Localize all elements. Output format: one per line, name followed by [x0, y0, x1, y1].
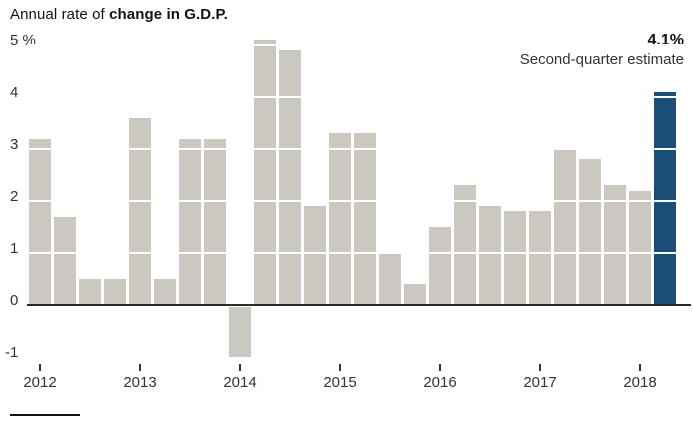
x-axis-label-2013: 2013	[123, 374, 157, 391]
bar-2017-q4	[604, 185, 626, 305]
bar-2016-q1	[429, 227, 451, 305]
x-axis-tick-2014	[239, 364, 241, 371]
bar-2014-q3	[279, 50, 301, 305]
bar-2014-q1	[229, 307, 251, 357]
bar-2015-q3	[379, 253, 401, 305]
gridline-2	[27, 200, 691, 202]
footer-rule	[10, 414, 80, 416]
x-axis-tick-2015	[339, 364, 341, 371]
chart-title: Annual rate of change in G.D.P.	[10, 6, 228, 23]
x-axis-tick-2012	[39, 364, 41, 371]
bar-2016-q4	[504, 211, 526, 305]
x-axis-label-2016: 2016	[423, 374, 457, 391]
bar-2018-q1	[629, 190, 651, 305]
bar-2012-q4	[104, 279, 126, 305]
zero-axis-line	[27, 304, 691, 306]
bar-2014-q4	[304, 206, 326, 305]
gridline-1	[27, 252, 691, 254]
bar-2013-q3	[179, 138, 201, 305]
bar-2017-q2	[554, 149, 576, 305]
chart-title-bold: change in G.D.P.	[109, 6, 228, 23]
x-axis-label-2015: 2015	[323, 374, 357, 391]
chart-title-prefix: Annual rate of	[10, 6, 110, 23]
x-axis-tick-2018	[639, 364, 641, 371]
y-axis-label-neg1: -1	[5, 344, 19, 361]
bar-2018-q2	[654, 91, 676, 305]
highlight-sublabel: Second-quarter estimate	[519, 51, 684, 68]
x-axis-tick-2017	[539, 364, 541, 371]
y-axis-label-4: 4	[10, 84, 19, 101]
bar-2012-q3	[79, 279, 101, 305]
x-axis-label-2014: 2014	[223, 374, 257, 391]
x-axis-tick-2013	[139, 364, 141, 371]
bar-2014-q2	[254, 39, 276, 305]
bar-2012-q1	[29, 138, 51, 305]
bar-2013-q4	[204, 138, 226, 305]
bar-2015-q4	[404, 284, 426, 305]
bar-2013-q2	[154, 279, 176, 305]
gridline-5	[27, 44, 691, 46]
bar-2015-q1	[329, 133, 351, 305]
bar-2015-q2	[354, 133, 376, 305]
bar-2017-q1	[529, 211, 551, 305]
gridline-3	[27, 148, 691, 150]
bar-2017-q3	[579, 159, 601, 305]
bar-2012-q2	[54, 216, 76, 305]
y-axis-label-0: 0	[10, 292, 19, 309]
gridline-4	[27, 96, 691, 98]
x-axis-tick-2016	[439, 364, 441, 371]
x-axis-label-2012: 2012	[23, 374, 57, 391]
bar-2016-q2	[454, 185, 476, 305]
x-axis-label-2018: 2018	[623, 374, 657, 391]
x-axis-label-2017: 2017	[523, 374, 557, 391]
y-axis-label-1: 1	[10, 240, 19, 257]
y-axis-label-2: 2	[10, 188, 19, 205]
y-axis-label-3: 3	[10, 136, 19, 153]
bar-2013-q1	[129, 117, 151, 305]
bar-2016-q3	[479, 206, 501, 305]
y-axis-label-5: 5 %	[10, 32, 36, 49]
